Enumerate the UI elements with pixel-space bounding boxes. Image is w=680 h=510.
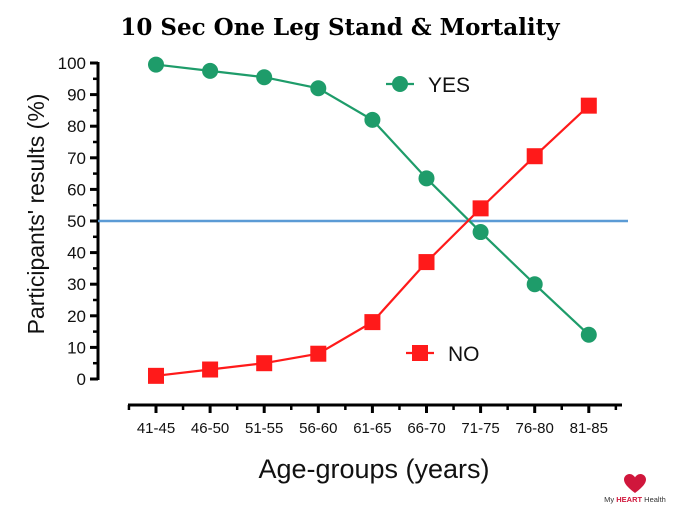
data-point-yes [364,111,381,128]
series-yes [148,56,597,343]
data-point-no [364,314,381,331]
series-group [148,56,597,384]
x-tick-label: 66-70 [407,420,445,437]
heart-logo-icon [624,474,646,493]
brand-suffix: Health [642,495,666,504]
data-point-yes [418,170,435,187]
data-point-no [310,345,327,362]
brand-highlight: HEART [616,495,643,504]
data-point-no [256,355,273,372]
series-line-yes [155,63,590,336]
x-axis: 41-45 46-50 51-55 56-60 61-65 66-70 71-75 76-80… [127,403,622,437]
x-tick-label: 61-65 [353,420,391,437]
y-tick-label: 70 [67,149,86,168]
x-tick-label: 46-50 [191,420,229,437]
legend-marker-yes [392,76,408,92]
legend-item-yes: YES [386,74,470,97]
data-point-yes [580,326,597,343]
series-line-no [155,104,590,377]
data-point-no [472,200,489,217]
y-tick-label: 60 [67,180,86,199]
y-axis: 0 10 20 30 40 50 60 70 80 90 100 [58,54,100,389]
y-tick-label: 40 [67,244,86,263]
y-axis-label: Participants' results (%) [23,94,49,335]
data-point-yes [526,276,543,293]
data-point-no [202,361,219,378]
data-point-yes [148,56,164,73]
legend-label-no: NO [448,343,480,366]
x-tick-label: 51-55 [245,420,283,437]
x-axis-label: Age-groups (years) [258,454,489,484]
y-tick-label: 100 [58,54,86,73]
data-point-no [148,367,164,384]
x-tick-label: 41-45 [137,420,175,437]
y-tick-label: 0 [77,370,86,389]
data-point-no [418,254,435,271]
data-point-no [580,97,597,114]
legend: YES NO [386,74,480,366]
legend-label-yes: YES [428,74,470,97]
x-tick-label: 71-75 [461,420,499,437]
y-tick-label: 30 [67,275,86,294]
data-point-yes [256,69,273,86]
legend-marker-no [412,345,428,361]
brand-prefix: My [604,495,617,504]
data-point-yes [472,224,489,241]
chart-title: 10 Sec One Leg Stand & Mortality [120,14,560,41]
brand-text: My HEART Health [600,495,670,504]
data-point-no [526,148,543,165]
y-tick-label: 80 [67,117,86,136]
series-no [148,97,597,384]
y-tick-label: 10 [67,338,86,357]
x-tick-label: 81-85 [570,420,608,437]
legend-item-no: NO [406,343,480,366]
x-tick-label: 56-60 [299,420,337,437]
data-point-yes [310,80,327,97]
y-tick-label: 20 [67,307,86,326]
data-point-yes [202,62,219,79]
y-tick-label: 50 [67,212,86,231]
y-tick-label: 90 [67,86,86,105]
brand-logo: My HEART Health [600,474,670,504]
x-tick-label: 76-80 [516,420,554,437]
